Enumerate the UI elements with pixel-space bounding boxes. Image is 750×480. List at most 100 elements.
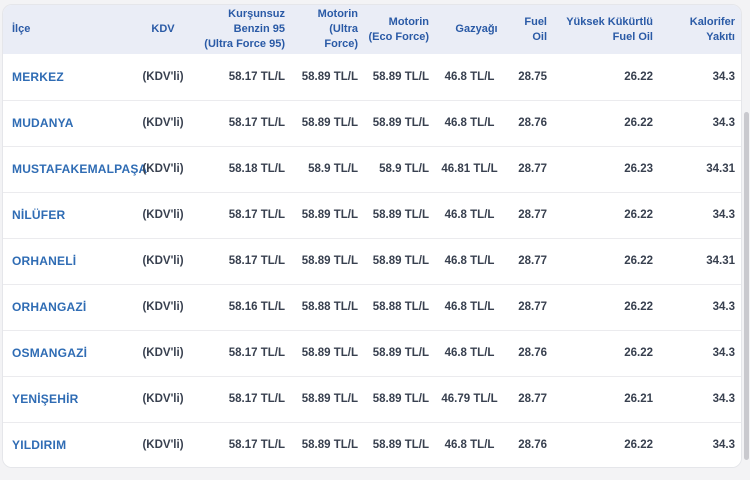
table-row: OSMANGAZİ (KDV'li) 58.17 TL/L 58.89 TL/L 58.… <box>3 329 741 376</box>
cell-gazyagi: 46.8 TL/L <box>435 283 504 330</box>
cell-ilce: MERKEZ <box>12 69 64 84</box>
vertical-scrollbar[interactable] <box>742 0 750 480</box>
cell-kdv: (KDV'li) <box>131 145 195 192</box>
cell-kalorifer: 34.31 <box>659 145 741 192</box>
cell-gazyagi: 46.8 TL/L <box>435 329 504 376</box>
cell-gazyagi: 46.8 TL/L <box>435 237 504 284</box>
cell-kalorifer: 34.3 <box>659 191 741 238</box>
cell-motorin-ultra: 58.9 TL/L <box>291 145 364 192</box>
cell-yuksek-fuel-oil: 26.22 <box>553 191 659 238</box>
cell-motorin-ultra: 58.89 TL/L <box>291 421 364 467</box>
table-row: YENİŞEHİR (KDV'li) 58.17 TL/L 58.89 TL/L 58.… <box>3 375 741 422</box>
cell-benzin95: 58.17 TL/L <box>195 237 291 284</box>
cell-kalorifer: 34.3 <box>659 421 741 467</box>
cell-kdv: (KDV'li) <box>131 283 195 330</box>
cell-kalorifer: 34.3 <box>659 99 741 146</box>
cell-gazyagi: 46.8 TL/L <box>435 421 504 467</box>
cell-motorin-eco: 58.89 TL/L <box>364 237 435 284</box>
cell-benzin95: 58.17 TL/L <box>228 70 285 83</box>
cell-kalorifer: 34.3 <box>659 375 741 422</box>
cell-motorin-ultra: 58.89 TL/L <box>291 329 364 376</box>
cell-yuksek-fuel-oil: 26.22 <box>553 99 659 146</box>
cell-motorin-eco: 58.9 TL/L <box>364 145 435 192</box>
cell-motorin-eco: 58.89 TL/L <box>372 70 429 83</box>
table-row: NİLÜFER (KDV'li) 58.17 TL/L 58.89 TL/L 58.89… <box>3 191 741 238</box>
cell-benzin95: 58.17 TL/L <box>195 329 291 376</box>
cell-motorin-ultra: 58.89 TL/L <box>291 191 364 238</box>
cell-motorin-eco: 58.89 TL/L <box>364 99 435 146</box>
cell-fuel-oil: 28.77 <box>504 145 553 192</box>
cell-kalorifer: 34.3 <box>712 70 735 83</box>
column-header-kdv: KDV <box>131 5 195 54</box>
cell-yuksek-fuel-oil: 26.22 <box>624 70 653 83</box>
scrollbar-thumb[interactable] <box>744 112 749 460</box>
cell-ilce: OSMANGAZİ <box>3 329 131 376</box>
cell-kdv: (KDV'li) <box>142 70 184 83</box>
cell-fuel-oil: 28.75 <box>518 70 547 83</box>
cell-motorin-eco: 58.89 TL/L <box>364 191 435 238</box>
cell-gazyagi: 46.81 TL/L <box>435 145 504 192</box>
cell-kdv: (KDV'li) <box>131 99 195 146</box>
cell-yuksek-fuel-oil: 26.23 <box>553 145 659 192</box>
table-row: ORHANGAZİ (KDV'li) 58.16 TL/L 58.88 TL/L 58.… <box>3 283 741 330</box>
cell-ilce: MUDANYA <box>3 99 131 146</box>
cell-gazyagi: 46.79 TL/L <box>435 375 504 422</box>
cell-gazyagi: 46.8 TL/L <box>444 70 495 83</box>
cell-benzin95: 58.18 TL/L <box>195 145 291 192</box>
fuel-price-table: İlçe KDV Kurşunsuz Benzin 95 (Ultra Forc… <box>3 5 741 467</box>
cell-ilce: MUSTAFAKEMALPAŞA <box>3 145 147 192</box>
cell-benzin95: 58.17 TL/L <box>195 99 291 146</box>
cell-motorin-ultra: 58.89 TL/L <box>291 237 364 284</box>
column-header-motorin-ultra: Motorin (Ultra Force) <box>291 5 364 54</box>
cell-kdv: (KDV'li) <box>131 191 195 238</box>
cell-kdv: (KDV'li) <box>131 375 195 422</box>
cell-ilce: ORHANGAZİ <box>3 283 131 330</box>
column-header-motorin-eco: Motorin (Eco Force) <box>364 5 435 54</box>
cell-fuel-oil: 28.77 <box>504 237 553 284</box>
table-row: ORHANELİ (KDV'li) 58.17 TL/L 58.89 TL/L 58.8… <box>3 237 741 284</box>
cell-ilce: NİLÜFER <box>3 191 131 238</box>
cell-kdv: (KDV'li) <box>131 329 195 376</box>
cell-kalorifer: 34.3 <box>659 283 741 330</box>
cell-benzin95: 58.17 TL/L <box>195 191 291 238</box>
cell-motorin-ultra: 58.89 TL/L <box>301 70 358 83</box>
cell-yuksek-fuel-oil: 26.21 <box>553 375 659 422</box>
cell-ilce: YILDIRIM <box>3 421 131 467</box>
cell-motorin-eco: 58.88 TL/L <box>364 283 435 330</box>
cell-fuel-oil: 28.77 <box>504 283 553 330</box>
table-header-row: İlçe KDV Kurşunsuz Benzin 95 (Ultra Forc… <box>3 5 741 54</box>
cell-gazyagi: 46.8 TL/L <box>435 191 504 238</box>
table-row: YILDIRIM (KDV'li) 58.17 TL/L 58.89 TL/L 58.8… <box>3 421 741 467</box>
table-row: MUDANYA (KDV'li) 58.17 TL/L 58.89 TL/L 58.89… <box>3 99 741 146</box>
cell-ilce: YENİŞEHİR <box>3 375 131 422</box>
cell-motorin-eco: 58.89 TL/L <box>364 375 435 422</box>
cell-ilce: ORHANELİ <box>3 237 131 284</box>
column-header-fuel-oil: Fuel Oil <box>504 5 553 54</box>
cell-yuksek-fuel-oil: 26.22 <box>553 283 659 330</box>
table-row: MERKEZ (KDV'li) 58.17 TL/L 58.89 TL/L 58.89 … <box>3 54 741 100</box>
cell-fuel-oil: 28.77 <box>504 191 553 238</box>
cell-yuksek-fuel-oil: 26.22 <box>553 237 659 284</box>
cell-motorin-ultra: 58.89 TL/L <box>291 375 364 422</box>
cell-fuel-oil: 28.76 <box>504 99 553 146</box>
cell-benzin95: 58.17 TL/L <box>195 375 291 422</box>
fuel-price-table-card: İlçe KDV Kurşunsuz Benzin 95 (Ultra Forc… <box>2 4 742 468</box>
cell-gazyagi: 46.8 TL/L <box>435 99 504 146</box>
cell-motorin-eco: 58.89 TL/L <box>364 329 435 376</box>
table-row: MUSTAFAKEMALPAŞA (KDV'li) 58.18 TL/L 58.9 T… <box>3 145 741 192</box>
table-body: MERKEZ (KDV'li) 58.17 TL/L 58.89 TL/L 58.89 … <box>3 54 741 467</box>
cell-fuel-oil: 28.76 <box>504 421 553 467</box>
cell-kdv: (KDV'li) <box>131 421 195 467</box>
column-header-ilce: İlçe <box>3 5 131 54</box>
column-header-benzin95: Kurşunsuz Benzin 95 (Ultra Force 95) <box>195 5 291 54</box>
column-header-kalorifer: Kalorifer Yakıtı <box>659 5 741 54</box>
cell-kalorifer: 34.3 <box>659 329 741 376</box>
cell-yuksek-fuel-oil: 26.22 <box>553 421 659 467</box>
column-header-gazyagi: Gazyağı <box>435 5 504 54</box>
cell-yuksek-fuel-oil: 26.22 <box>553 329 659 376</box>
cell-kalorifer: 34.31 <box>659 237 741 284</box>
cell-fuel-oil: 28.76 <box>504 329 553 376</box>
column-header-yuksek-fuel-oil: Yüksek Kükürtlü Fuel Oil <box>553 5 659 54</box>
cell-benzin95: 58.17 TL/L <box>195 421 291 467</box>
cell-motorin-eco: 58.89 TL/L <box>364 421 435 467</box>
